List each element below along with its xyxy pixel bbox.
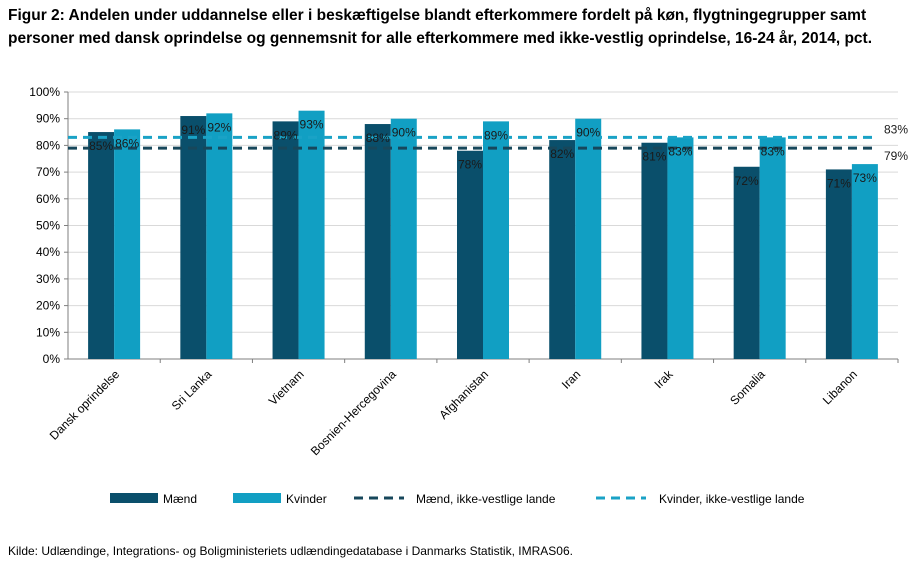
- y-tick-label: 10%: [36, 325, 60, 339]
- category-label: Iran: [559, 367, 584, 392]
- data-label: 91%: [181, 123, 205, 137]
- bar-maend: [88, 132, 115, 359]
- data-label: 83%: [668, 144, 692, 158]
- chart-title: Figur 2: Andelen under uddannelse eller …: [8, 7, 873, 47]
- data-label: 72%: [735, 174, 759, 188]
- bar-maend: [733, 166, 760, 359]
- data-label: 86%: [115, 136, 139, 150]
- category-label: Sri Lanka: [169, 367, 215, 413]
- bar-maend: [825, 169, 852, 359]
- data-label: 93%: [300, 118, 324, 132]
- bar-maend: [549, 140, 576, 359]
- category-label: Bosnien-Hercegovina: [308, 367, 399, 458]
- data-label: 92%: [207, 120, 231, 134]
- data-label: 90%: [576, 126, 600, 140]
- y-tick-label: 0%: [43, 352, 61, 366]
- data-label: 71%: [827, 176, 851, 190]
- reference-label: 79%: [884, 149, 908, 163]
- bar-maend: [641, 142, 668, 359]
- bar-kvinder: [483, 121, 509, 360]
- bar-kvinder: [298, 110, 325, 359]
- legend-label-maend: Mænd: [163, 492, 197, 506]
- y-tick-label: 50%: [36, 219, 60, 233]
- bar-kvinder: [575, 118, 602, 359]
- data-label: 89%: [274, 128, 298, 142]
- data-label: 82%: [550, 147, 574, 161]
- legend-label-kvinder: Kvinder: [286, 492, 327, 506]
- bar-maend: [364, 124, 391, 359]
- data-label: 81%: [642, 150, 666, 164]
- data-label: 88%: [366, 131, 390, 145]
- legend-swatch-maend: [110, 493, 158, 503]
- y-tick-label: 80%: [36, 138, 60, 152]
- y-tick-label: 100%: [29, 85, 60, 99]
- category-label: Irak: [652, 367, 677, 392]
- category-label: Somalia: [727, 367, 768, 408]
- y-tick-label: 60%: [36, 192, 60, 206]
- y-tick-label: 70%: [36, 165, 60, 179]
- data-label: 85%: [89, 139, 113, 153]
- legend-swatch-kvinder: [233, 493, 281, 503]
- legend-label-kvinder-ref: Kvinder, ikke-vestlige lande: [659, 492, 805, 506]
- bar-kvinder: [759, 137, 786, 359]
- y-tick-label: 20%: [36, 299, 60, 313]
- y-tick-label: 90%: [36, 112, 60, 126]
- data-label: 90%: [392, 126, 416, 140]
- category-label: Libanon: [820, 367, 860, 407]
- bar-kvinder: [206, 113, 233, 359]
- category-label: Dansk oprindelse: [47, 367, 123, 443]
- bar-kvinder: [667, 137, 694, 359]
- bar-maend: [457, 150, 483, 359]
- y-tick-label: 40%: [36, 245, 60, 259]
- category-label: Afghanistan: [436, 367, 491, 422]
- bar-kvinder: [114, 129, 141, 359]
- bar-kvinder: [390, 118, 417, 359]
- source-note: Kilde: Udlændinge, Integrations- og Boli…: [8, 544, 573, 558]
- legend-label-maend-ref: Mænd, ikke-vestlige lande: [416, 492, 556, 506]
- bar-maend: [180, 116, 207, 359]
- data-label: 78%: [458, 158, 482, 172]
- data-label: 83%: [761, 144, 785, 158]
- data-label: 89%: [484, 128, 508, 142]
- y-tick-label: 30%: [36, 272, 60, 286]
- bar-maend: [272, 121, 299, 360]
- reference-label: 83%: [884, 122, 908, 136]
- data-label: 73%: [853, 171, 877, 185]
- bar-kvinder: [851, 164, 878, 359]
- category-label: Vietnam: [266, 367, 307, 408]
